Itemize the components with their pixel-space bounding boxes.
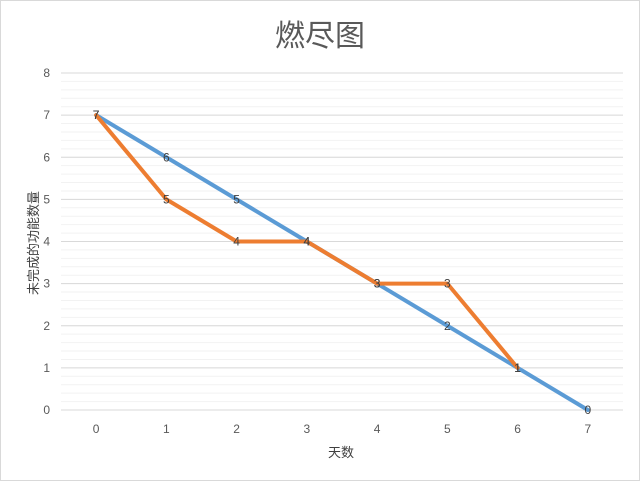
- y-tick-label: 0: [43, 403, 50, 417]
- x-axis-ticks: 0 1 2 3 4 5 6 7: [93, 422, 592, 436]
- data-label: 4: [304, 235, 311, 249]
- gridlines: [61, 72, 623, 411]
- x-tick-label: 2: [233, 422, 240, 436]
- y-tick-label: 1: [43, 361, 50, 375]
- chart-title: 燃尽图: [275, 19, 365, 54]
- x-axis-label: 天数: [328, 446, 354, 461]
- data-label: 6: [163, 150, 170, 164]
- series-line-2: [94, 113, 520, 370]
- data-label: 3: [374, 277, 381, 291]
- y-tick-label: 4: [43, 235, 50, 249]
- y-tick-label: 5: [43, 192, 50, 206]
- y-axis-ticks: 0 1 2 3 4 5 6 7 8: [43, 66, 50, 417]
- data-label: 3: [444, 277, 451, 291]
- x-tick-label: 0: [93, 422, 100, 436]
- data-label: 0: [585, 403, 592, 417]
- y-tick-label: 2: [43, 319, 50, 333]
- data-label: 2: [444, 319, 451, 333]
- y-tick-label: 7: [43, 108, 50, 122]
- x-tick-label: 1: [163, 422, 170, 436]
- data-label: 7: [93, 108, 100, 122]
- series-lines: [94, 113, 590, 412]
- data-label: 4: [233, 235, 240, 249]
- data-label: 1: [514, 361, 521, 375]
- y-tick-label: 3: [43, 277, 50, 291]
- x-tick-label: 7: [585, 422, 592, 436]
- data-label: 5: [163, 192, 170, 206]
- data-label: 3: [374, 277, 381, 291]
- x-tick-label: 5: [444, 422, 451, 436]
- y-tick-label: 8: [43, 66, 50, 80]
- data-label: 4: [304, 235, 311, 249]
- y-axis-label: 未完成的功能数量: [26, 191, 42, 295]
- data-label: 1: [514, 361, 521, 375]
- data-label: 5: [233, 192, 240, 206]
- x-tick-label: 3: [304, 422, 311, 436]
- y-tick-label: 6: [43, 150, 50, 164]
- data-label: 7: [93, 108, 100, 122]
- x-tick-label: 4: [374, 422, 381, 436]
- x-tick-label: 6: [514, 422, 521, 436]
